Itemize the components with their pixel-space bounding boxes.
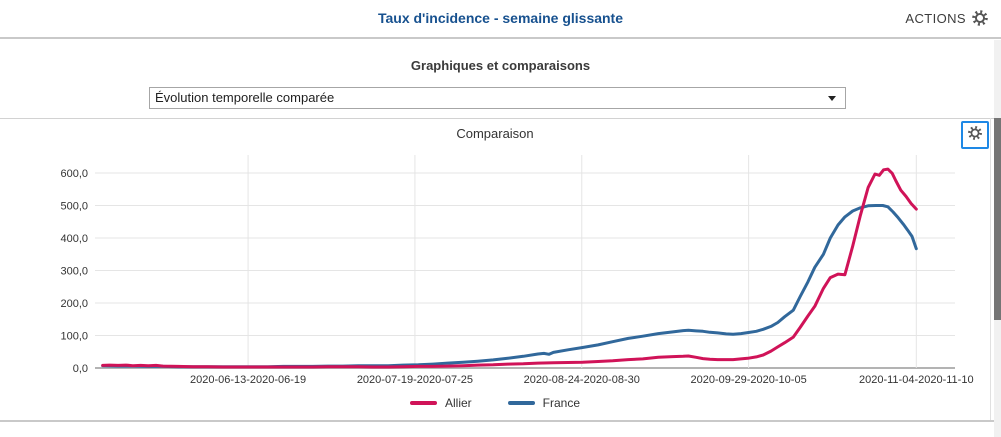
graph-type-select[interactable]: Évolution temporelle comparée	[149, 87, 846, 109]
panel-top-divider	[0, 118, 1001, 119]
y-tick-label: 0,0	[73, 363, 88, 375]
graph-type-select-value: Évolution temporelle comparée	[155, 90, 335, 105]
chart-legend: Allier France	[0, 394, 990, 412]
x-tick-label: 2020-06-13-2020-06-19	[190, 374, 306, 386]
x-tick-label: 2020-11-04-2020-11-10	[859, 374, 974, 386]
chart-settings-button[interactable]	[961, 121, 989, 149]
y-tick-label: 500,0	[60, 201, 88, 213]
panel-bottom-divider	[0, 420, 1001, 422]
panel-right-divider	[990, 118, 991, 420]
settings-icon	[967, 125, 983, 146]
section-title: Graphiques et comparaisons	[410, 58, 591, 73]
y-tick-label: 200,0	[60, 298, 88, 310]
page-title: Taux d'incidence - semaine glissante	[377, 10, 624, 26]
series-line-france	[101, 204, 918, 369]
header-divider	[0, 37, 1001, 39]
legend-item-france[interactable]: France	[507, 396, 581, 410]
x-tick-label: 2020-07-19-2020-07-25	[357, 374, 473, 386]
legend-swatch-allier	[409, 401, 437, 405]
chevron-down-icon	[828, 96, 836, 101]
gear-icon	[971, 9, 989, 27]
chart-title: Comparaison	[456, 126, 534, 141]
x-tick-label: 2020-08-24-2020-08-30	[524, 374, 640, 386]
legend-label: Allier	[444, 396, 472, 410]
y-tick-label: 400,0	[60, 233, 88, 245]
y-tick-label: 300,0	[60, 266, 88, 278]
series-line-allier	[101, 167, 918, 369]
legend-swatch-france	[507, 401, 535, 405]
actions-label: ACTIONS	[905, 10, 966, 26]
x-tick-label: 2020-09-29-2020-10-05	[690, 374, 806, 386]
y-tick-label: 600,0	[60, 168, 88, 180]
legend-label: France	[542, 396, 581, 410]
comparison-chart-canvas: 600,0 500,0 400,0 300,0 200,0 100,0 0,0 2020-06…	[60, 155, 974, 386]
actions-button[interactable]: ACTIONS	[905, 9, 989, 27]
scrollbar-thumb[interactable]	[994, 118, 1001, 320]
y-tick-label: 100,0	[60, 331, 88, 343]
legend-item-allier[interactable]: Allier	[409, 396, 472, 410]
